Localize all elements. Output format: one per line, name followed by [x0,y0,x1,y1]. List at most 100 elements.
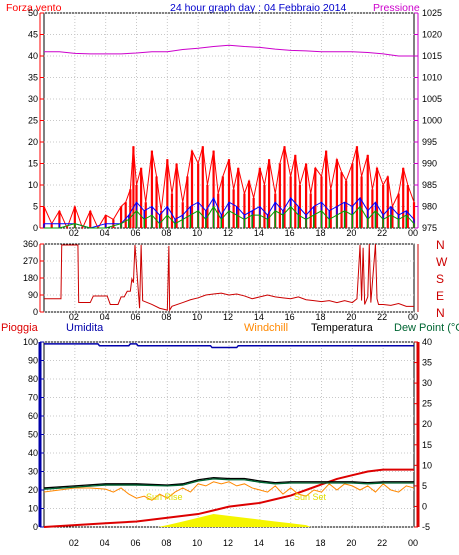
y-tick-label-right: -5 [422,522,430,532]
compass-label: E [436,289,444,303]
y-tick-label-left: 100 [23,337,38,347]
y-tick-label-right: 1015 [422,51,442,61]
y-tick-label-left: 5 [33,202,38,212]
x-tick-label: 00 [408,228,418,238]
x-tick-label: 06 [131,228,141,238]
y-tick-label-right: 25 [422,399,432,409]
x-tick-label: 08 [161,228,171,238]
x-tick-label: 08 [161,312,171,322]
y-tick-label-left: 15 [28,159,38,169]
x-tick-label: 10 [192,538,202,548]
series-sun [158,514,311,527]
chart-title: 24 hour graph day : 04 Febbraio 2014 [170,2,346,14]
sunrise-label: Sun Rise [146,492,183,502]
y-tick-label-right: 1005 [422,94,442,104]
dewpoint-label: Dew Point (°C [394,322,459,334]
y-tick-label-right: 40 [422,337,432,347]
y-tick-label-left: 60 [28,411,38,421]
series-pressione [44,44,414,57]
x-tick-label: 10 [192,312,202,322]
x-tick-label: 02 [69,538,79,548]
series-dew-point-c [43,478,414,490]
y-tick-label-left: 20 [28,137,38,147]
wind-axis-title: Forza vento [6,2,62,14]
x-tick-label: 04 [100,312,110,322]
y-tick-label-left: 0 [33,522,38,532]
y-tick-label-left: 70 [28,393,38,403]
x-tick-label: 12 [223,312,233,322]
series-wind-gust [43,146,415,230]
y-tick-label-left: 50 [28,430,38,440]
x-tick-label: 20 [346,312,356,322]
x-tick-label: 16 [285,538,295,548]
x-tick-label: 02 [69,312,79,322]
series-temperatura [43,477,414,489]
y-tick-label-left: 30 [28,94,38,104]
y-tick-label-left: 10 [28,180,38,190]
compass-label: N [436,306,445,320]
series-umidita [44,343,414,349]
y-tick-label-right: 980 [422,202,437,212]
x-tick-label: 22 [377,538,387,548]
y-tick-label-left: 10 [28,504,38,514]
y-tick-label-right: 35 [422,358,432,368]
y-tick-label-left: 35 [28,73,38,83]
y-tick-label-right: 985 [422,180,437,190]
windchill-label: Windchill [244,322,288,334]
y-tick-label-left: 80 [28,374,38,384]
y-tick-label-left: 0 [33,307,38,317]
y-tick-label-left: 360 [23,239,38,249]
x-tick-label: 18 [316,312,326,322]
y-tick-label-left: 40 [28,448,38,458]
y-tick-label-right: 1020 [422,30,442,40]
x-tick-label: 22 [377,228,387,238]
x-tick-label: 18 [316,538,326,548]
temperature-label: Temperatura [311,322,374,334]
y-tick-label-left: 180 [23,273,38,283]
y-tick-label-left: 25 [28,116,38,126]
x-tick-label: 22 [377,312,387,322]
x-tick-label: 16 [285,228,295,238]
sunset-label: Sun Set [294,492,327,502]
y-tick-label-right: 990 [422,159,437,169]
series-wind-direction [44,243,414,312]
x-tick-label: 10 [192,228,202,238]
y-tick-label-right: 30 [422,378,432,388]
compass-label: S [436,272,444,286]
y-tick-label-right: 5 [422,481,427,491]
pressure-axis-title: Pressione [373,2,420,14]
y-tick-label-left: 90 [28,290,38,300]
y-tick-label-right: 1000 [422,116,442,126]
y-tick-label-left: 40 [28,51,38,61]
x-tick-label: 18 [316,228,326,238]
y-tick-label-left: 30 [28,467,38,477]
x-tick-label: 06 [131,538,141,548]
x-tick-label: 00 [408,538,418,548]
x-tick-label: 16 [285,312,295,322]
x-tick-label: 04 [100,538,110,548]
y-tick-label-right: 975 [422,223,437,233]
y-tick-label-left: 0 [33,223,38,233]
x-tick-label: 12 [223,228,233,238]
x-tick-label: 14 [254,228,264,238]
humidity-label: Umidita [66,322,104,334]
y-tick-label-left: 45 [28,30,38,40]
series-windchill [43,481,415,501]
x-tick-label: 12 [223,538,233,548]
y-tick-label-right: 1025 [422,8,442,18]
x-tick-label: 08 [161,538,171,548]
x-tick-label: 14 [254,538,264,548]
x-tick-label: 00 [408,312,418,322]
y-tick-label-left: 270 [23,256,38,266]
rain-label: Pioggia [1,322,39,334]
x-tick-label: 20 [346,228,356,238]
series-pioggia [43,468,414,528]
x-tick-label: 02 [69,228,79,238]
y-tick-label-right: 1010 [422,73,442,83]
compass-label: N [436,238,445,252]
y-tick-label-right: 0 [422,501,427,511]
x-tick-label: 20 [346,538,356,548]
series-wind-speed [44,196,415,229]
y-tick-label-left: 50 [28,8,38,18]
